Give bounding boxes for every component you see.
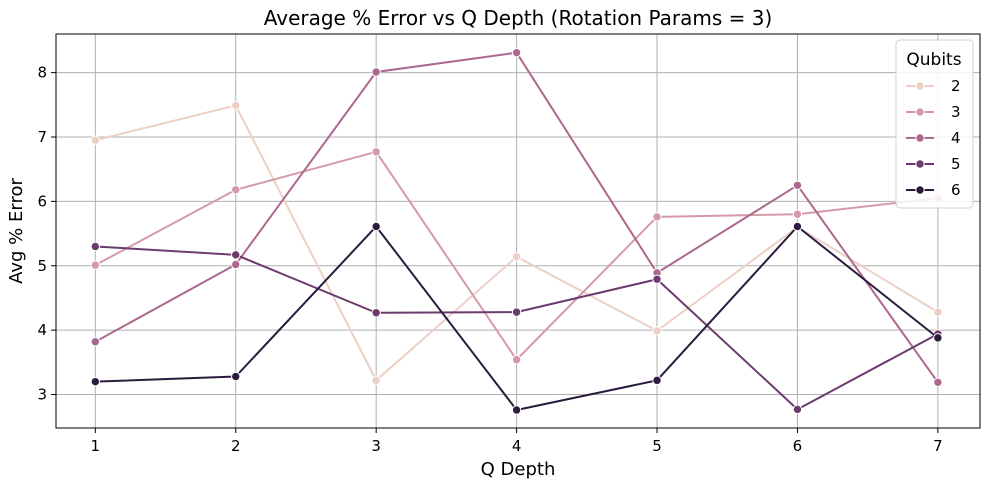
legend-label: 5: [951, 155, 961, 173]
data-point: [231, 185, 241, 195]
x-tick-label: 1: [91, 437, 101, 455]
legend-label: 3: [951, 103, 961, 121]
data-point: [652, 274, 662, 284]
y-tick-label: 6: [37, 192, 47, 210]
legend-item: 2: [906, 77, 961, 95]
data-point: [511, 47, 522, 58]
x-tick-label: 2: [231, 437, 241, 455]
data-point: [371, 147, 381, 157]
data-point: [511, 355, 522, 365]
data-point: [511, 252, 522, 262]
x-axis-label: Q Depth: [481, 459, 556, 480]
series-6: [90, 221, 943, 415]
data-point: [511, 307, 522, 317]
legend-swatch-marker: [915, 81, 925, 91]
data-point: [652, 326, 662, 336]
legend-item: 6: [906, 181, 961, 199]
x-tick-label: 5: [652, 437, 662, 455]
legend-item: 5: [906, 155, 961, 173]
data-point: [652, 212, 662, 222]
series-5: [90, 241, 943, 415]
data-point: [231, 100, 241, 111]
series-layer: [90, 47, 943, 415]
legend-swatch-marker: [915, 185, 925, 195]
data-point: [231, 371, 241, 382]
legend-item: 3: [906, 103, 961, 121]
legend-box: [895, 39, 974, 209]
x-axis: 1 2 3 4 5 6 7: [91, 428, 943, 455]
data-point: [371, 67, 381, 77]
data-point: [792, 221, 803, 232]
legend-label: 6: [951, 181, 961, 199]
data-point: [90, 260, 101, 270]
x-tick-label: 7: [933, 437, 943, 455]
data-point: [90, 241, 101, 252]
data-point: [933, 333, 943, 343]
data-point: [371, 308, 381, 318]
data-point: [511, 405, 522, 415]
y-tick-label: 8: [37, 64, 47, 82]
data-point: [231, 250, 241, 260]
data-point: [231, 259, 241, 270]
x-tick-label: 3: [371, 437, 381, 455]
data-point: [90, 135, 101, 145]
data-point: [792, 404, 803, 415]
y-tick-label: 3: [37, 386, 47, 404]
data-point: [933, 377, 943, 387]
data-point: [90, 376, 101, 387]
legend-items: 2 3 4 5 6: [906, 77, 961, 199]
chart-title: Average % Error vs Q Depth (Rotation Par…: [264, 6, 773, 30]
data-point: [792, 180, 803, 190]
y-axis-label: Avg % Error: [6, 178, 27, 284]
y-tick-label: 5: [37, 257, 47, 275]
legend-label: 4: [951, 129, 961, 147]
y-axis: 3 4 5 6 7 8: [37, 64, 56, 404]
legend-label: 2: [951, 77, 961, 95]
series-3: [90, 147, 943, 365]
y-tick-label: 4: [37, 321, 47, 339]
legend-swatch-marker: [915, 133, 925, 143]
data-point: [652, 375, 662, 386]
data-point: [371, 375, 381, 386]
legend: Qubits 2 3 4 5 6: [895, 39, 974, 209]
data-point: [933, 307, 943, 317]
series-4: [90, 47, 943, 387]
legend-title: Qubits: [906, 50, 961, 70]
data-point: [371, 221, 381, 232]
legend-swatch-marker: [915, 159, 925, 169]
x-tick-label: 4: [512, 437, 522, 455]
legend-swatch-marker: [915, 107, 925, 117]
plot-frame: [55, 33, 981, 429]
data-point: [90, 337, 101, 347]
x-tick-label: 6: [793, 437, 803, 455]
legend-item: 4: [906, 129, 961, 147]
y-tick-label: 7: [37, 128, 47, 146]
data-point: [792, 209, 803, 219]
